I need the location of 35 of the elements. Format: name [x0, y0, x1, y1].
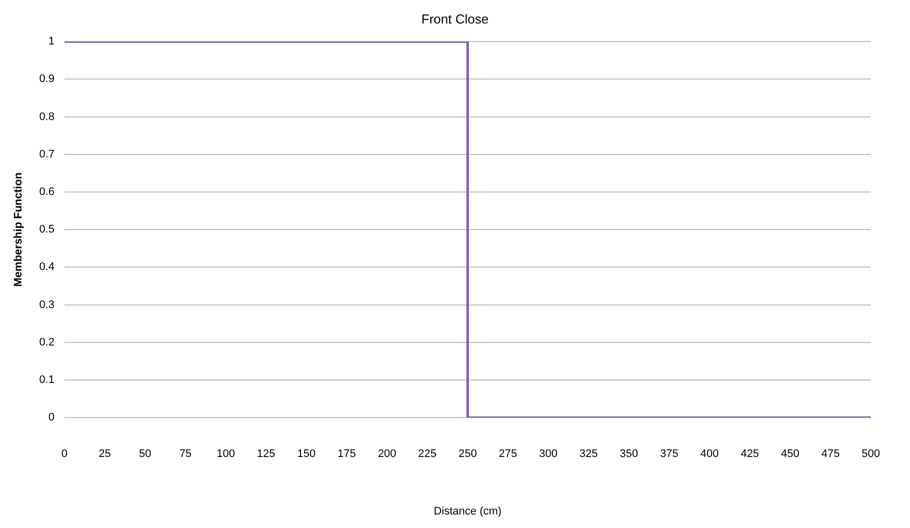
y-tick-label: 0.2 [39, 336, 54, 348]
x-tick-label: 300 [539, 448, 558, 460]
x-tick-label: 175 [338, 448, 356, 460]
x-tick-label: 375 [660, 448, 678, 460]
x-tick-label: 275 [498, 448, 518, 460]
chart-title: Front Close [421, 11, 489, 26]
x-tick-label: 450 [781, 448, 800, 460]
y-tick-label: 0.4 [39, 261, 54, 274]
x-tick-label: 425 [740, 448, 760, 460]
y-tick-label: 0.7 [39, 148, 54, 160]
x-tick-label: 25 [98, 448, 111, 460]
x-tick-label: 0 [61, 448, 68, 460]
y-tick-label: 0.5 [39, 224, 54, 236]
x-tick-label: 75 [179, 448, 192, 460]
x-tick-label: 400 [700, 448, 719, 460]
x-tick-label: 225 [418, 448, 437, 460]
x-tick-label: 250 [458, 448, 477, 460]
y-tick-label: 1 [48, 36, 54, 48]
y-tick-label: 0 [48, 412, 54, 424]
x-tick-label: 100 [216, 448, 235, 460]
y-tick-label: 0.9 [39, 73, 54, 86]
y-tick-label: 0.6 [39, 186, 54, 198]
x-tick-label: 500 [862, 448, 880, 460]
x-tick-label: 350 [620, 448, 638, 460]
x-tick-label: 475 [821, 448, 840, 460]
y-tick-label: 0.3 [39, 298, 54, 311]
x-tick-label: 50 [139, 448, 152, 460]
x-tick-label: 325 [579, 448, 598, 460]
x-tick-label: 200 [378, 448, 396, 460]
y-axis-title: Membership Function [12, 172, 25, 287]
y-tick-label: 0.8 [39, 110, 54, 123]
x-axis-title: Distance (cm) [434, 505, 502, 518]
x-tick-label: 150 [297, 448, 316, 460]
x-tick-label: 125 [256, 448, 276, 460]
y-tick-label: 0.1 [39, 374, 54, 386]
